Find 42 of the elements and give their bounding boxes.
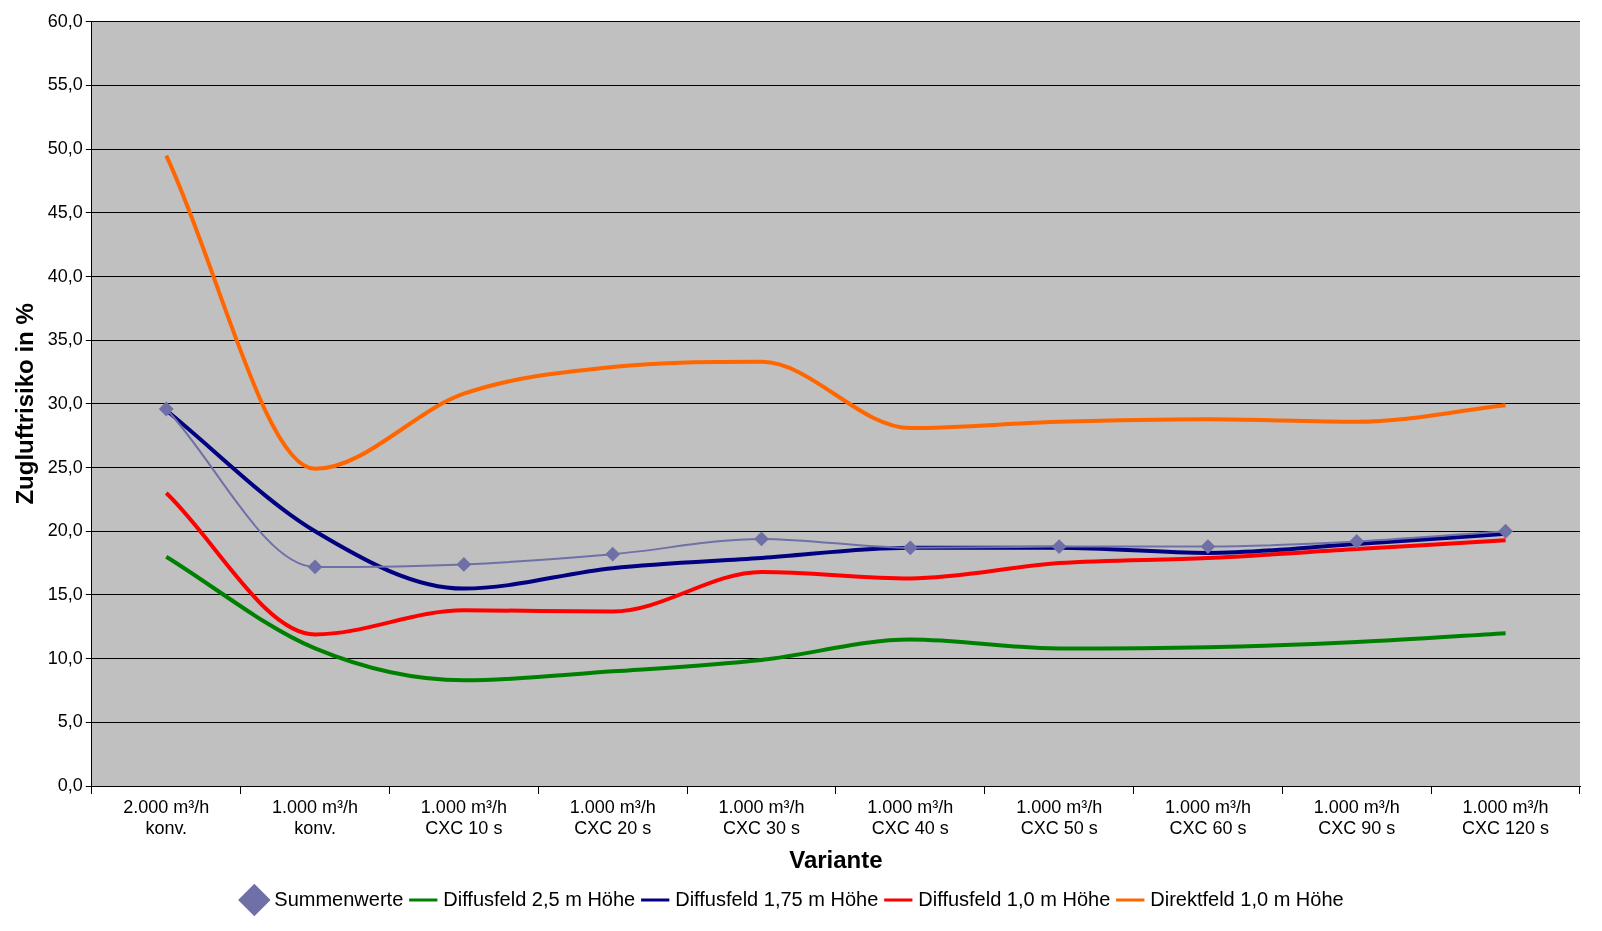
- legend-label: Summenwerte: [274, 887, 404, 910]
- line-series: [164, 554, 1508, 683]
- y-tick-label: 35,0: [47, 329, 83, 350]
- point: [1349, 534, 1364, 549]
- y-tick-label: 60,0: [47, 10, 83, 31]
- x-tick-label: 1.000 m³/h CXC 90 s: [1313, 796, 1400, 839]
- y-tick-label: 50,0: [47, 138, 83, 159]
- y-tick-label: 55,0: [47, 74, 83, 95]
- y-tick-label: 40,0: [47, 265, 83, 286]
- point: [754, 531, 769, 546]
- legend-label: Direktfeld 1,0 m Höhe: [1150, 887, 1344, 910]
- x-tick-label: 1.000 m³/h CXC 40 s: [867, 796, 954, 839]
- point: [1498, 524, 1513, 539]
- point: [159, 402, 174, 416]
- point: [1052, 539, 1067, 554]
- legend-label: Diffusfeld 2,5 m Höhe: [443, 887, 636, 910]
- x-axis-title: Variante: [789, 846, 883, 874]
- y-tick-label: 15,0: [47, 583, 83, 604]
- x-tick-label: 1.000 m³/h CXC 30 s: [718, 796, 805, 839]
- y-tick-label: 0,0: [57, 774, 83, 795]
- point: [903, 540, 918, 555]
- y-axis-title: Zugluftrisiko in %: [11, 303, 39, 505]
- x-tick-label: 1.000 m³/h CXC 120 s: [1462, 796, 1550, 839]
- y-tick-label: 30,0: [47, 392, 83, 413]
- legend-label: Diffusfeld 1,0 m Höhe: [918, 887, 1111, 910]
- point: [605, 547, 620, 562]
- x-tick-label: 1.000 m³/h CXC 60 s: [1164, 796, 1251, 839]
- y-tick-label: 25,0: [47, 456, 83, 477]
- x-tick-label: 2.000 m³/h konv.: [123, 796, 210, 839]
- line-series: [164, 153, 1508, 471]
- y-tick-label: 20,0: [47, 520, 83, 541]
- y-tick-label: 10,0: [47, 647, 83, 668]
- point: [308, 559, 323, 574]
- x-tick-label: 1.000 m³/h CXC 10 s: [420, 796, 507, 839]
- x-tick-label: 1.000 m³/h konv.: [272, 796, 359, 839]
- point: [1200, 539, 1215, 554]
- x-tick-label: 1.000 m³/h CXC 50 s: [1016, 796, 1103, 839]
- legend-label: Diffusfeld 1,75 m Höhe: [675, 887, 879, 910]
- y-tick-label: 5,0: [57, 711, 83, 732]
- y-tick-label: 45,0: [47, 201, 83, 222]
- x-tick-label: 1.000 m³/h CXC 20 s: [569, 796, 656, 839]
- point: [456, 557, 471, 572]
